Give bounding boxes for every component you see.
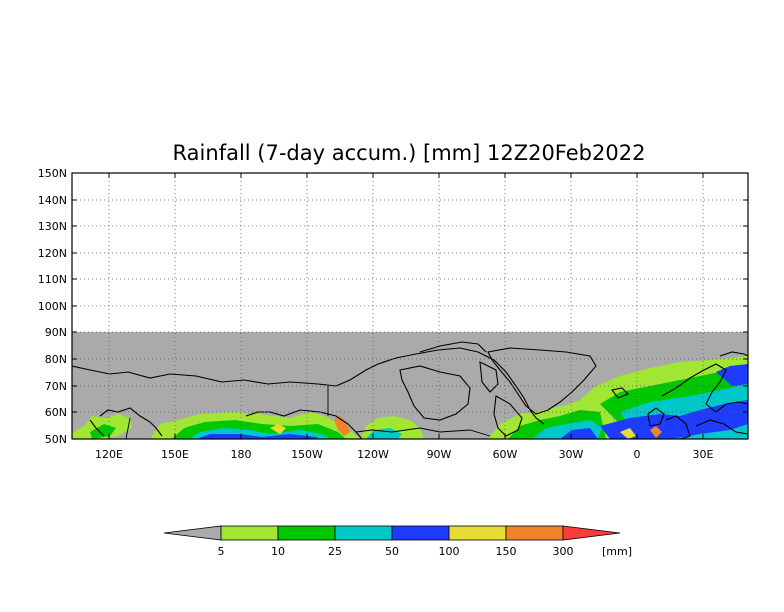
rain-patch-pacific-orange bbox=[334, 416, 350, 436]
lat-label: 50N bbox=[45, 433, 67, 446]
colorbar-label: 50 bbox=[385, 545, 399, 558]
lat-label: 130N bbox=[38, 220, 67, 233]
lon-label: 120E bbox=[95, 448, 123, 461]
colorbar-label: 300 bbox=[553, 545, 574, 558]
lon-label: 150E bbox=[161, 448, 189, 461]
lon-label: 90W bbox=[427, 448, 452, 461]
lat-label: 100N bbox=[38, 300, 67, 313]
lat-label: 110N bbox=[38, 273, 67, 286]
lon-label: 0 bbox=[634, 448, 641, 461]
lon-label: 30E bbox=[693, 448, 714, 461]
colorbar-label: 5 bbox=[218, 545, 225, 558]
colorbar-bin bbox=[448, 525, 507, 541]
lat-label: 80N bbox=[45, 353, 67, 366]
lat-label: 120N bbox=[38, 247, 67, 260]
colorbar-bin bbox=[220, 525, 279, 541]
rainfall-patches bbox=[72, 356, 748, 439]
colorbar-bin bbox=[391, 525, 450, 541]
rain-patch-atlantic-yellow bbox=[620, 428, 636, 439]
map-title: Rainfall (7-day accum.) [mm] 12Z20Feb202… bbox=[173, 141, 646, 165]
lat-label: 70N bbox=[45, 380, 67, 393]
lat-labels: 150N 140N 130N 120N 110N 100N 90N 80N 70… bbox=[38, 167, 67, 446]
colorbar-label: 10 bbox=[271, 545, 285, 558]
rain-patch-atlantic-orange bbox=[650, 426, 662, 438]
lon-label: 120W bbox=[357, 448, 389, 461]
colorbar-bin bbox=[277, 525, 336, 541]
lat-label: 90N bbox=[45, 326, 67, 339]
lon-label: 60W bbox=[493, 448, 518, 461]
colorbar-bin bbox=[334, 525, 393, 541]
rain-patch-namerica-east-blue bbox=[560, 428, 598, 439]
colorbar-high-triangle bbox=[562, 525, 621, 541]
colorbar-label: 25 bbox=[328, 545, 342, 558]
lat-label: 140N bbox=[38, 194, 67, 207]
colorbar: 5 10 25 50 100 150 300 [mm] bbox=[163, 525, 632, 558]
lat-label: 150N bbox=[38, 167, 67, 180]
borders bbox=[125, 386, 491, 439]
colorbar-label: 100 bbox=[439, 545, 460, 558]
lon-label: 150W bbox=[291, 448, 323, 461]
map-panel: 150N 140N 130N 120N 110N 100N 90N 80N 70… bbox=[38, 167, 749, 461]
rain-patch-pacific-blue bbox=[196, 434, 320, 439]
colorbar-low-triangle bbox=[163, 525, 222, 541]
lat-label: 60N bbox=[45, 406, 67, 419]
rain-patch-europe-blue bbox=[716, 364, 748, 386]
rain-patch-pacific-yellow bbox=[270, 424, 286, 434]
lon-label: 30W bbox=[559, 448, 584, 461]
colorbar-label: 150 bbox=[496, 545, 517, 558]
lon-label: 180 bbox=[231, 448, 252, 461]
gridlines bbox=[72, 173, 748, 439]
axis-ticks bbox=[72, 172, 748, 439]
colorbar-unit: [mm] bbox=[602, 545, 632, 558]
lon-labels: 120E 150E 180 150W 120W 90W 60W 30W 0 30… bbox=[95, 448, 713, 461]
colorbar-bin bbox=[505, 525, 564, 541]
